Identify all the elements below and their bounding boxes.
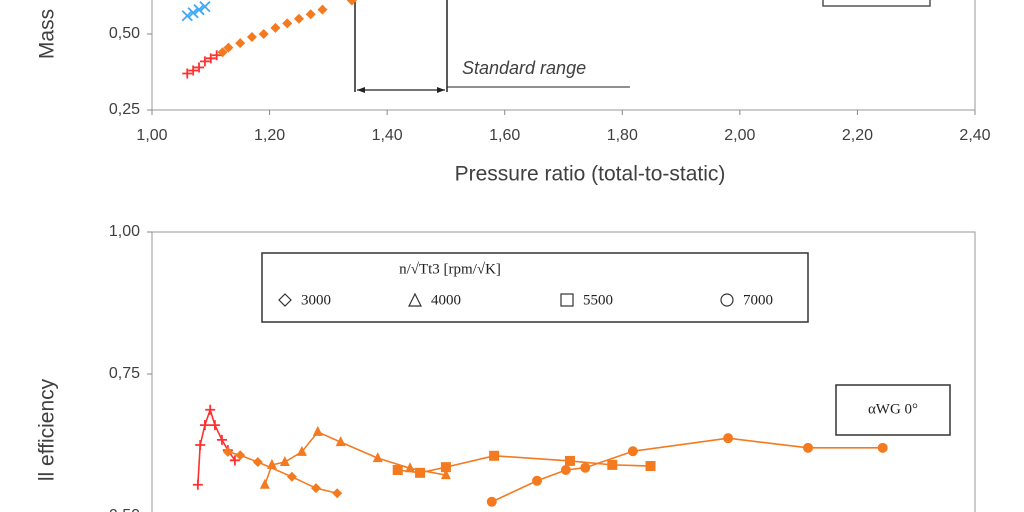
point — [440, 469, 451, 480]
point — [182, 68, 193, 79]
point — [266, 458, 277, 469]
point — [580, 462, 591, 473]
x-tick-label: 1,80 — [607, 127, 638, 144]
point — [216, 434, 227, 445]
legend-label: 7000 — [743, 292, 773, 308]
point — [193, 4, 205, 16]
series-layer — [192, 404, 888, 507]
point — [222, 446, 233, 457]
point — [188, 65, 199, 76]
point — [489, 450, 500, 461]
point — [296, 445, 307, 456]
point — [723, 433, 734, 444]
point — [312, 425, 323, 436]
point — [282, 18, 293, 29]
point — [181, 10, 193, 22]
trend-line — [227, 451, 338, 495]
plot-frame — [151, 0, 976, 111]
point — [258, 29, 269, 39]
series-layer — [181, 0, 357, 79]
x-tick-label: 1,60 — [489, 127, 520, 144]
point — [259, 478, 270, 489]
point — [560, 464, 571, 475]
legend-label: 3000 — [301, 292, 331, 308]
point — [607, 459, 618, 470]
point — [252, 457, 263, 468]
point — [564, 455, 575, 466]
point — [645, 461, 656, 472]
point — [405, 462, 416, 473]
point — [199, 420, 210, 431]
point — [877, 442, 888, 453]
legend-marker — [560, 293, 574, 307]
y-tick-label: 0,50 — [109, 507, 140, 512]
y-axis-label: ll efficiency — [36, 378, 59, 481]
point — [293, 13, 304, 24]
x-tick-label: 2,40 — [959, 127, 990, 144]
point — [311, 483, 322, 494]
point — [217, 47, 228, 58]
x-axis-label: Pressure ratio (total-to-static) — [455, 163, 726, 186]
point — [211, 50, 222, 61]
y-tick-label: 1,00 — [109, 223, 140, 240]
point — [194, 62, 205, 73]
x-tick-label: 1,00 — [136, 127, 167, 144]
point — [205, 404, 216, 415]
annotation: Standard range — [462, 58, 586, 78]
x-tick-label: 1,20 — [254, 127, 285, 144]
point — [486, 496, 497, 507]
point — [187, 7, 199, 19]
point — [229, 455, 240, 466]
point — [192, 479, 203, 490]
point — [209, 420, 220, 431]
y-tick-label: 0,75 — [109, 365, 140, 382]
legend-box — [822, 0, 931, 7]
point — [440, 462, 451, 473]
trend-line — [197, 407, 236, 485]
point — [199, 56, 210, 67]
x-tick-label: 1,40 — [372, 127, 403, 144]
point — [270, 22, 281, 33]
point — [346, 0, 357, 6]
legend-marker — [278, 293, 292, 307]
legend-title: n/√Tt3 [rpm/√K] — [399, 261, 501, 277]
y-tick-label: 0,50 — [109, 25, 140, 42]
point — [372, 452, 383, 463]
y-axis-label: Mass — [36, 9, 59, 59]
point — [305, 9, 316, 20]
annotation: αWG 0° — [868, 401, 918, 417]
y-tick-label: 0,25 — [109, 101, 140, 118]
point — [627, 446, 638, 457]
point — [279, 456, 290, 467]
point — [223, 42, 234, 53]
point — [205, 53, 216, 64]
legend-box — [261, 252, 809, 323]
annotation-box — [835, 384, 951, 436]
point — [235, 38, 246, 49]
trend-line — [491, 437, 883, 503]
point — [246, 32, 257, 43]
point — [415, 467, 426, 478]
point — [332, 488, 343, 499]
legend-label: 5500 — [583, 292, 613, 308]
x-tick-label: 2,20 — [842, 127, 873, 144]
point — [803, 442, 814, 453]
point — [195, 440, 206, 450]
point — [199, 1, 211, 13]
legend-label: 4000 — [431, 292, 461, 308]
legend-marker — [720, 293, 734, 307]
point — [335, 436, 346, 447]
point — [235, 450, 246, 461]
legend-marker — [408, 292, 422, 307]
x-tick-label: 2,00 — [724, 127, 755, 144]
point — [392, 464, 403, 475]
point — [317, 4, 328, 15]
point — [532, 475, 543, 486]
point — [286, 471, 297, 482]
